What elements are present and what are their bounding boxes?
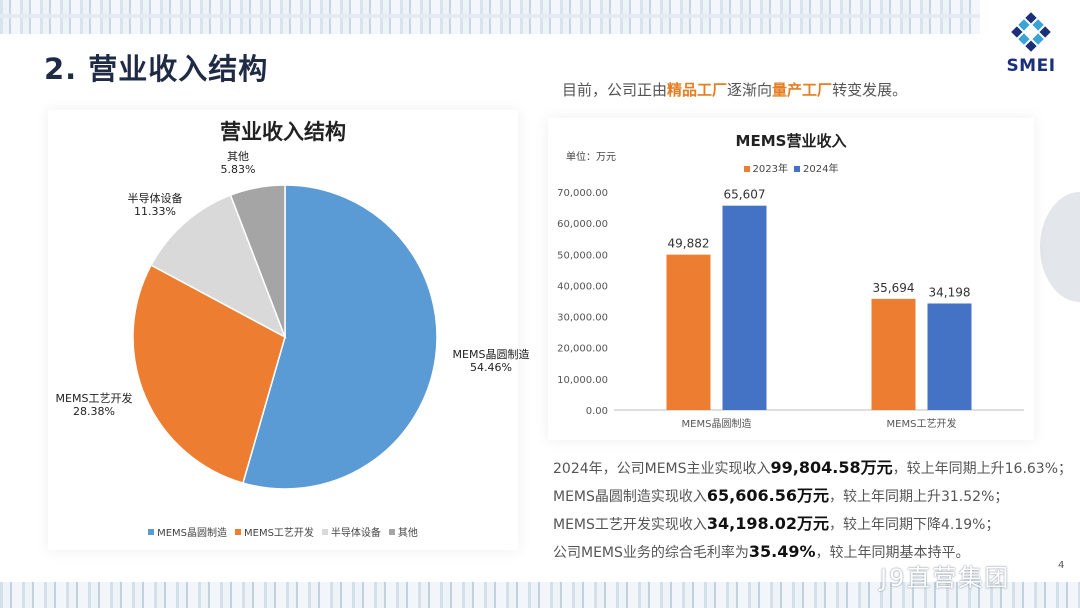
y-tick-label: 30,000.00 [557,313,608,324]
bar-data-label: 65,607 [724,188,766,202]
legend-label: 半导体设备 [330,528,381,539]
bar-1-2 [722,205,767,410]
legend-label: 2024年 [803,164,839,175]
pie-slice-percent: 5.83% [220,163,256,176]
stat-text: MEMS工艺开发实现收入 [553,517,707,533]
legend-label: MEMS晶圆制造 [157,528,227,539]
pie-slice-label-3: 半导体设备 11.33% [110,192,200,218]
pie-slice-name: 其他 [227,150,249,163]
bar-chart-panel: MEMS营业收入 单位：万元 2023年 2024年 0.00 10,000.00 2… [548,118,1034,440]
decorative-circle [1040,192,1080,302]
pie-slice-label-4: 其他 5.83% [203,150,273,176]
pie-chart-title: 营业收入结构 [220,120,346,144]
stat-line-3: MEMS工艺开发实现收入34,198.02万元，较上年同期下降4.19%； [553,511,1072,539]
pie-legend: MEMS晶圆制造 MEMS工艺开发 半导体设备 其他 [48,524,518,539]
stat-text: MEMS晶圆制造实现收入 [553,489,707,505]
intro-highlight-2: 量产工厂 [772,81,833,99]
top-decorative-band [0,0,980,34]
bar-chart: 0.00 10,000.00 20,000.00 30,000.00 40,000.00… [557,188,1024,430]
bar-legend: 2023年 2024年 [548,160,1034,175]
y-tick-label: 40,000.00 [557,281,608,292]
watermark: J9直营集团 [880,564,1011,592]
bar-chart-unit: 单位：万元 [566,152,616,163]
intro-sentence: 目前，公司正由精品工厂逐渐向量产工厂转变发展。 [562,79,907,100]
bar-data-label: 34,198 [929,285,971,299]
bar-2-1 [871,298,916,410]
legend-swatch [794,166,800,172]
logo-text: SMEI [1006,56,1056,76]
intro-middle: 逐渐向 [727,81,773,99]
x-category-label: MEMS工艺开发 [887,417,957,430]
pie-slice-percent: 28.38% [73,405,115,418]
legend-swatch [235,529,241,535]
y-tick-label: 50,000.00 [557,250,608,261]
pie-slice-name: MEMS晶圆制造 [452,348,530,361]
bar-legend-item: 2023年 [743,160,788,175]
pie-slice-3 [150,194,287,339]
smei-logo: SMEI [1000,10,1062,80]
legend-label: MEMS工艺开发 [244,528,314,539]
intro-suffix: 转变发展。 [832,81,908,99]
x-category-label: MEMS晶圆制造 [682,417,752,430]
legend-label: 2023年 [752,164,788,175]
pie-slice-name: MEMS工艺开发 [55,392,133,405]
stat-text: 公司MEMS业务的综合毛利率为 [553,545,749,561]
stat-text: ，较上年同期基本持平。 [815,545,970,561]
stat-text: ，较上年同期上升16.63%； [892,461,1073,477]
bar-chart-title: MEMS营业收入 [735,132,847,150]
intro-highlight-1: 精品工厂 [667,81,728,99]
pie-legend-item: 其他 [388,524,418,539]
stat-text: ，较上年同期上升31.52%； [828,489,1009,505]
stat-text: 2024年，公司MEMS主业实现收入 [553,461,771,477]
pie-legend-item: 半导体设备 [321,524,381,539]
pie-slice-percent: 11.33% [134,205,176,218]
pie-chart [132,184,438,490]
y-tick-label: 10,000.00 [557,375,608,386]
pie-slice-name: 半导体设备 [127,192,183,205]
pie-slice-1 [242,184,438,490]
bar-2-2 [927,303,972,410]
y-tick-label: 20,000.00 [557,344,608,355]
revenue-stats: 2024年，公司MEMS主业实现收入99,804.58万元，较上年同期上升16.… [553,455,1072,567]
stat-value: 65,606.56万元 [706,486,829,505]
pie-legend-item: MEMS晶圆制造 [148,524,227,539]
y-tick-label: 0.00 [586,406,608,417]
stat-line-4: 公司MEMS业务的综合毛利率为35.49%，较上年同期基本持平。 [553,539,1072,567]
stat-value: 34,198.02万元 [706,514,829,533]
y-tick-label: 70,000.00 [557,188,608,199]
pie-chart-panel: 营业收入结构 MEMS晶圆制造 54.46% MEMS工艺开发 28.38% 半导体设备… [48,110,529,550]
bar-1-1 [666,254,711,410]
pie-slice-label-2: MEMS工艺开发 28.38% [44,392,144,418]
stat-line-2: MEMS晶圆制造实现收入65,606.56万元，较上年同期上升31.52%； [553,483,1072,511]
page-title: 2. 营业收入结构 [44,52,269,86]
stat-value: 99,804.58万元 [770,458,893,477]
page-number: 4 [1058,560,1065,571]
pie-slice-percent: 54.46% [470,361,512,374]
pie-slice-label-1: MEMS晶圆制造 54.46% [436,348,546,374]
bottom-decorative-band [0,582,1080,608]
stat-line-1: 2024年，公司MEMS主业实现收入99,804.58万元，较上年同期上升16.… [553,455,1072,483]
intro-prefix: 目前，公司正由 [562,81,668,99]
pie-legend-item: MEMS工艺开发 [235,524,314,539]
legend-swatch [321,529,328,535]
legend-swatch [743,166,750,172]
stat-text: ，较上年同期下降4.19%； [828,517,1000,533]
pie-slice-4 [229,184,286,338]
legend-swatch [148,529,155,535]
bar-legend-item: 2024年 [794,160,838,175]
y-tick-label: 60,000.00 [557,219,608,230]
bar-data-label: 35,694 [873,281,915,295]
bar-data-label: 49,882 [668,237,710,251]
legend-swatch [388,529,395,535]
logo-mark-icon [1011,12,1051,52]
pie-slice-2 [132,264,286,484]
legend-label: 其他 [397,528,418,539]
stat-value: 35.49% [748,542,816,561]
